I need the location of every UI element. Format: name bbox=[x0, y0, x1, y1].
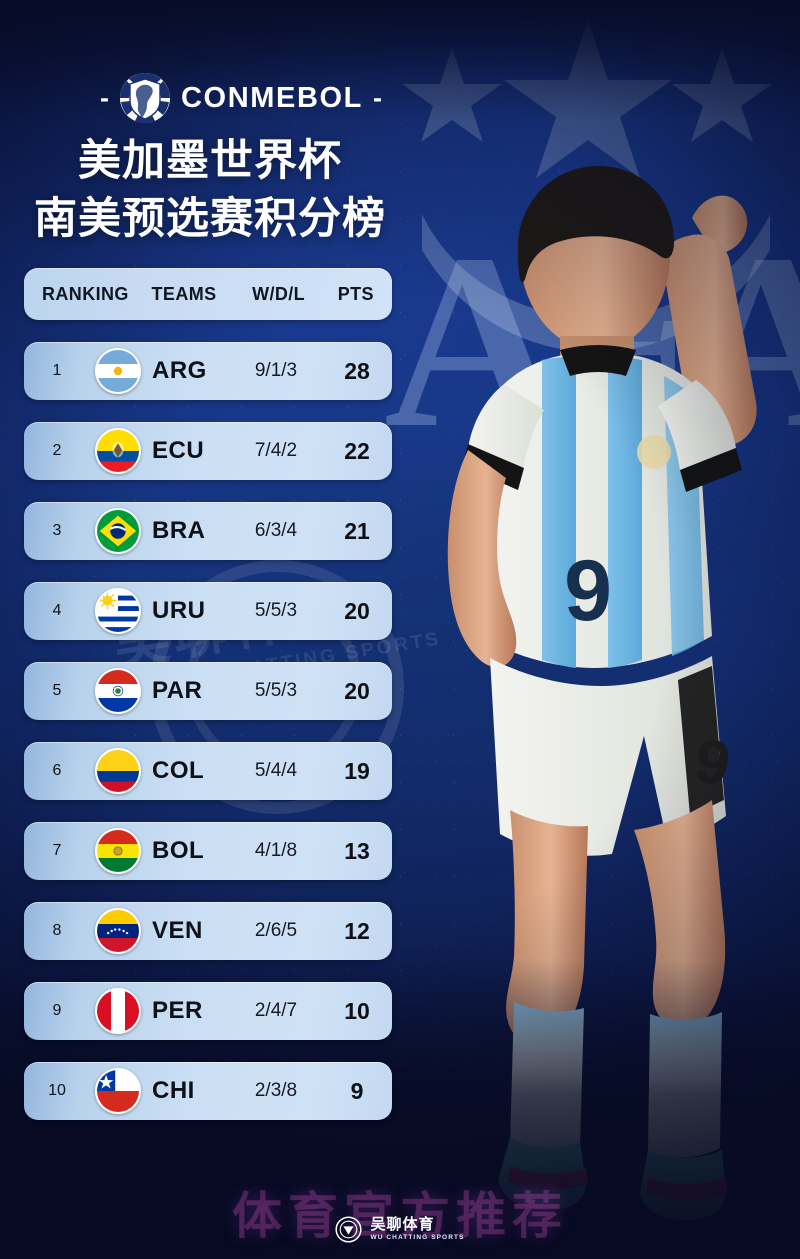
cell-rank: 6 bbox=[52, 762, 62, 779]
flag-chile-icon bbox=[95, 1068, 141, 1114]
flag-argentina-icon bbox=[95, 348, 141, 394]
cell-wdl: 2/4/7 bbox=[254, 1000, 298, 1021]
cell-rank: 10 bbox=[48, 1082, 66, 1099]
table-row[interactable]: 2 ECU 7/4/2 22 bbox=[24, 422, 392, 480]
flag-uruguay-icon bbox=[95, 588, 141, 634]
cell-flag bbox=[90, 668, 146, 714]
cell-team: PAR bbox=[152, 677, 203, 704]
title-line-1: 美加墨世界杯 bbox=[78, 137, 342, 185]
cell-rank: 9 bbox=[52, 1002, 62, 1019]
cell-team: COL bbox=[152, 757, 205, 784]
cell-rank: 8 bbox=[52, 922, 62, 939]
cell-pts: 28 bbox=[344, 357, 370, 384]
cell-rank: 3 bbox=[52, 522, 62, 539]
cell-team: PER bbox=[152, 997, 203, 1024]
cell-pts: 10 bbox=[344, 997, 370, 1024]
cell-team: ECU bbox=[152, 437, 205, 464]
cell-team: VEN bbox=[152, 917, 203, 944]
flag-bolivia-icon bbox=[95, 828, 141, 874]
cell-flag bbox=[90, 428, 146, 474]
cell-wdl: 2/6/5 bbox=[254, 920, 298, 941]
wu-chatting-sports-logo-icon bbox=[335, 1216, 363, 1243]
cell-flag bbox=[90, 588, 146, 634]
cell-rank: 7 bbox=[52, 842, 62, 859]
cell-pts: 19 bbox=[344, 757, 370, 784]
brand-dash-right: - bbox=[372, 82, 382, 113]
flag-ecuador-icon bbox=[95, 428, 141, 474]
header-pts: PTS bbox=[337, 283, 374, 304]
cell-flag bbox=[90, 748, 146, 794]
cell-team: BRA bbox=[152, 517, 206, 544]
brand-dash-left: - bbox=[100, 82, 109, 113]
cell-pts: 21 bbox=[344, 517, 370, 544]
cell-team: BOL bbox=[152, 837, 205, 864]
cell-rank: 1 bbox=[52, 362, 62, 379]
table-row[interactable]: 7 BOL 4/1/8 13 bbox=[24, 822, 392, 880]
cell-flag bbox=[90, 348, 146, 394]
cell-flag bbox=[90, 828, 146, 874]
brand-name: CONMEBOL bbox=[181, 81, 363, 114]
flag-brazil-icon bbox=[95, 508, 141, 554]
table-row[interactable]: 3 BRA 6/3/4 21 bbox=[24, 502, 392, 560]
cell-team: URU bbox=[152, 597, 206, 624]
cell-flag bbox=[90, 908, 146, 954]
cell-flag bbox=[90, 1068, 146, 1114]
table-header-row: RANKING TEAMS W/D/L PTS bbox=[24, 268, 392, 320]
header-wdl: W/D/L bbox=[252, 283, 306, 304]
header-ranking: RANKING bbox=[42, 283, 129, 304]
cell-wdl: 2/3/8 bbox=[254, 1080, 298, 1101]
cell-wdl: 5/4/4 bbox=[254, 760, 298, 781]
table-row[interactable]: 5 PAR 5/5/3 20 bbox=[24, 662, 392, 720]
conmebol-shield-icon bbox=[119, 72, 171, 124]
cell-flag bbox=[90, 988, 146, 1034]
brand-bar: - CONMEBOL - bbox=[100, 72, 382, 124]
cell-pts: 9 bbox=[350, 1077, 364, 1104]
table-row[interactable]: 9 PER 2/4/7 10 bbox=[24, 982, 392, 1040]
footer-logo-cn: 吴聊体育 bbox=[370, 1216, 435, 1234]
footer-logo-en: WU CHATTING SPORTS bbox=[370, 1234, 465, 1242]
cell-pts: 20 bbox=[344, 677, 370, 704]
cell-wdl: 4/1/8 bbox=[254, 840, 298, 861]
cell-team: CHI bbox=[152, 1077, 195, 1104]
cell-pts: 20 bbox=[344, 597, 370, 624]
cell-team: ARG bbox=[152, 357, 207, 384]
flag-peru-icon bbox=[95, 988, 141, 1034]
cell-wdl: 9/1/3 bbox=[254, 360, 298, 381]
cell-wdl: 5/5/3 bbox=[254, 680, 298, 701]
cell-rank: 2 bbox=[52, 442, 62, 459]
cell-wdl: 5/5/3 bbox=[254, 600, 298, 621]
flag-colombia-icon bbox=[95, 748, 141, 794]
header-teams: TEAMS bbox=[151, 283, 217, 304]
cell-wdl: 7/4/2 bbox=[254, 440, 298, 461]
cell-rank: 4 bbox=[52, 602, 62, 619]
cell-pts: 22 bbox=[344, 437, 370, 464]
standings-table: RANKING TEAMS W/D/L PTS 1 ARG 9/1/3 28 2 ECU 7… bbox=[24, 268, 392, 1142]
cell-flag bbox=[90, 508, 146, 554]
table-row[interactable]: 6 COL 5/4/4 19 bbox=[24, 742, 392, 800]
title-line-2: 南美预选赛积分榜 bbox=[34, 195, 386, 243]
cell-pts: 12 bbox=[344, 917, 370, 944]
cell-rank: 5 bbox=[52, 682, 62, 699]
flag-venezuela-icon bbox=[95, 908, 141, 954]
cell-wdl: 6/3/4 bbox=[254, 520, 298, 541]
table-row[interactable]: 8 VEN 2/6/5 12 bbox=[24, 902, 392, 960]
page-title: 美加墨世界杯 南美预选赛积分榜 bbox=[0, 132, 420, 248]
cell-pts: 13 bbox=[344, 837, 370, 864]
table-row[interactable]: 10 CHI 2/3/8 9 bbox=[24, 1062, 392, 1120]
table-row[interactable]: 1 ARG 9/1/3 28 bbox=[24, 342, 392, 400]
table-row[interactable]: 4 URU 5/5/3 20 bbox=[24, 582, 392, 640]
footer-logo: 吴聊体育 WU CHATTING SPORTS bbox=[0, 1216, 800, 1243]
flag-paraguay-icon bbox=[95, 668, 141, 714]
